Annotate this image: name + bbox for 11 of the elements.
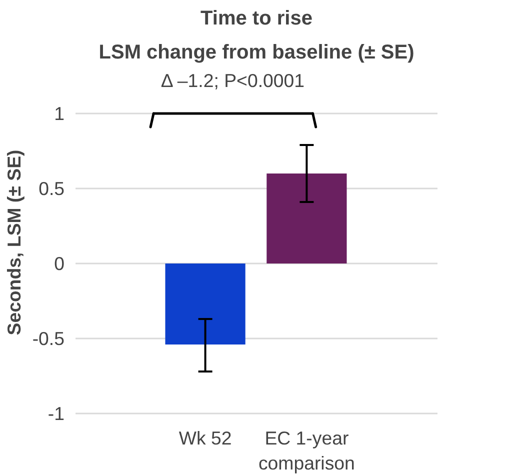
y-tick-label: 1	[54, 103, 65, 124]
chart-subtitle: LSM change from baseline (± SE)	[98, 42, 414, 64]
y-tick-label: 0.5	[38, 178, 65, 199]
y-tick-label: 0	[54, 253, 65, 274]
y-axis-title: Seconds, LSM (± SE)	[3, 150, 24, 336]
x-tick-label: Wk 52	[178, 428, 232, 448]
chart-title: Time to rise	[200, 8, 312, 30]
text: Δ –1.2; P<0.0001	[160, 70, 305, 91]
x-tick-label: EC 1-year comparison	[258, 428, 355, 474]
y-tick-label: -0.5	[32, 328, 65, 349]
y-tick-label: -1	[48, 403, 65, 424]
